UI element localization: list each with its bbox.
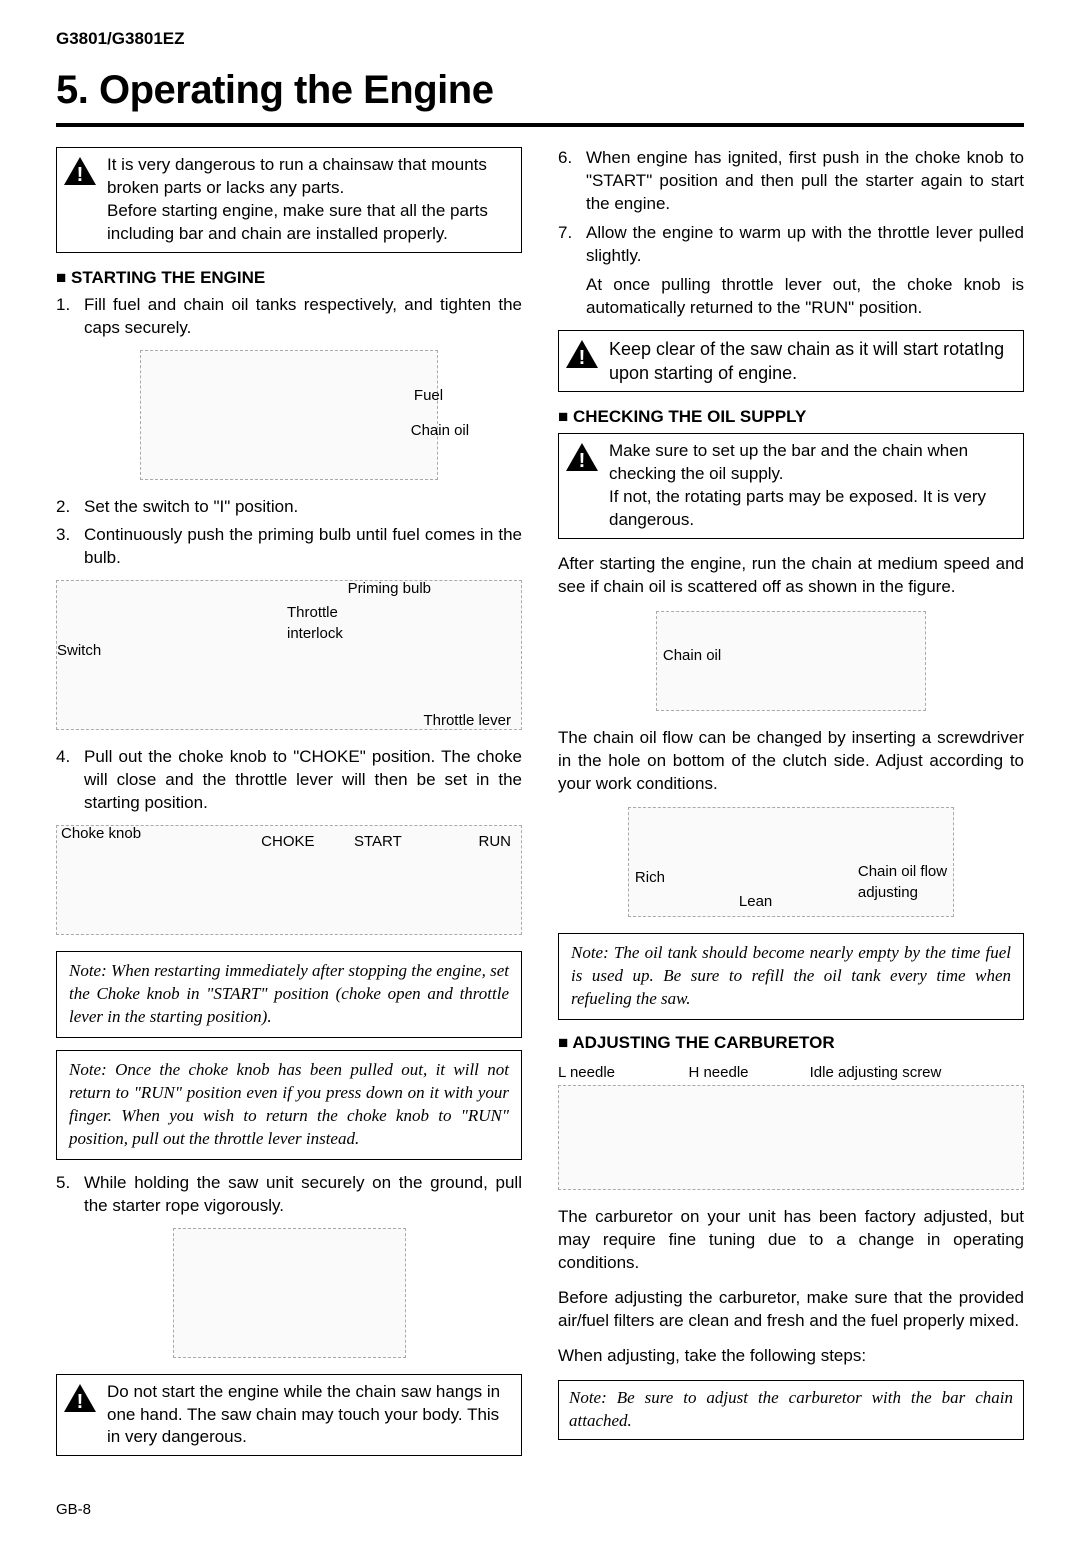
fig6-l-needle: L needle <box>558 1063 688 1083</box>
warning-box-2: ! Do not start the engine while the chai… <box>56 1374 522 1457</box>
warning-icon: ! <box>63 156 97 186</box>
step-6: When engine has ignited, first push in t… <box>558 147 1024 216</box>
fig5-lean: Lean <box>739 892 772 912</box>
step-2: Set the switch to "I" position. <box>56 496 522 519</box>
note-box-3: Note: The oil tank should become nearly … <box>558 933 1024 1020</box>
page-number: GB-8 <box>56 1500 1024 1520</box>
step-7: Allow the engine to warm up with the thr… <box>558 222 1024 268</box>
fig6-h-needle: H needle <box>688 1063 809 1083</box>
step-1: Fill fuel and chain oil tanks respective… <box>56 294 522 340</box>
steps-list-a4: While holding the saw unit securely on t… <box>56 1172 522 1218</box>
fig2-interlock: Throttle interlock <box>287 603 343 644</box>
fig6-labels: L needle H needle Idle adjusting screw <box>558 1063 1024 1083</box>
fig4-chain-oil: Chain oil <box>663 646 721 666</box>
para-oil-2: The chain oil flow can be changed by ins… <box>558 727 1024 796</box>
fig3-choke-knob: Choke knob <box>61 824 141 844</box>
fig3-start: START <box>354 832 402 852</box>
figure-6 <box>558 1085 1024 1190</box>
warning-text: Do not start the engine while the chain … <box>107 1381 511 1450</box>
figure-1: Fuel Chain oil <box>140 350 438 480</box>
warning-icon: ! <box>63 1383 97 1413</box>
fig3-run: RUN <box>479 832 512 852</box>
fig5-adjust: Chain oil flow adjusting <box>858 862 947 903</box>
warning-icon: ! <box>565 339 599 369</box>
figure-4: Chain oil <box>656 611 926 711</box>
model-header: G3801/G3801EZ <box>56 28 1024 51</box>
steps-list-b: When engine has ignited, first push in t… <box>558 147 1024 268</box>
page-title: 5. Operating the Engine <box>56 63 1024 127</box>
left-column: ! It is very dangerous to run a chainsaw… <box>56 147 522 1470</box>
svg-text:!: ! <box>579 450 586 472</box>
figure-starter <box>173 1228 406 1358</box>
note-box-1: Note: When restarting immediately after … <box>56 951 522 1038</box>
steps-list-a2: Set the switch to "I" position. Continuo… <box>56 496 522 571</box>
section-oil-supply: CHECKING THE OIL SUPPLY <box>558 406 1024 429</box>
svg-text:!: ! <box>77 164 84 186</box>
svg-text:!: ! <box>579 347 586 369</box>
section-carburetor: ADJUSTING THE CARBURETOR <box>558 1032 1024 1055</box>
figure-3: Choke knob CHOKE START RUN <box>56 825 522 935</box>
para-carb-2: Before adjusting the carburetor, make su… <box>558 1287 1024 1333</box>
fig2-priming: Priming bulb <box>348 579 431 599</box>
warning-text: It is very dangerous to run a chainsaw t… <box>107 154 511 246</box>
note-box-4: Note: Be sure to adjust the carburetor w… <box>558 1380 1024 1440</box>
note-box-2: Note: Once the choke knob has been pulle… <box>56 1050 522 1160</box>
warning-box-3: ! Keep clear of the saw chain as it will… <box>558 330 1024 393</box>
content-columns: ! It is very dangerous to run a chainsaw… <box>56 147 1024 1470</box>
step-4: Pull out the choke knob to "CHOKE" posit… <box>56 746 522 815</box>
fig3-choke: CHOKE <box>261 832 314 852</box>
section-starting-engine: STARTING THE ENGINE <box>56 267 522 290</box>
step-5: While holding the saw unit securely on t… <box>56 1172 522 1218</box>
fig2-throttle-lever: Throttle lever <box>423 711 511 731</box>
figure-5: Rich Lean Chain oil flow adjusting <box>628 807 954 917</box>
fig6-idle: Idle adjusting screw <box>810 1063 942 1083</box>
warning-text: Keep clear of the saw chain as it will s… <box>609 337 1013 386</box>
warning-icon: ! <box>565 442 599 472</box>
warning-box-1: ! It is very dangerous to run a chainsaw… <box>56 147 522 253</box>
fig5-rich: Rich <box>635 868 665 888</box>
warning-box-4: ! Make sure to set up the bar and the ch… <box>558 433 1024 539</box>
steps-list-a: Fill fuel and chain oil tanks respective… <box>56 294 522 340</box>
fig2-switch: Switch <box>57 641 101 661</box>
svg-text:!: ! <box>77 1391 84 1413</box>
right-column: When engine has ignited, first push in t… <box>558 147 1024 1470</box>
warning-text: Make sure to set up the bar and the chai… <box>609 440 1013 532</box>
steps-list-a3: Pull out the choke knob to "CHOKE" posit… <box>56 746 522 815</box>
fig1-oil-label: Chain oil <box>411 421 469 441</box>
para-oil-1: After starting the engine, run the chain… <box>558 553 1024 599</box>
step-7-extra: At once pulling throttle lever out, the … <box>586 274 1024 320</box>
figure-2: Switch Priming bulb Throttle interlock T… <box>56 580 522 730</box>
para-carb-3: When adjusting, take the following steps… <box>558 1345 1024 1368</box>
para-carb-1: The carburetor on your unit has been fac… <box>558 1206 1024 1275</box>
fig1-fuel-label: Fuel <box>414 386 443 406</box>
step-3: Continuously push the priming bulb until… <box>56 524 522 570</box>
